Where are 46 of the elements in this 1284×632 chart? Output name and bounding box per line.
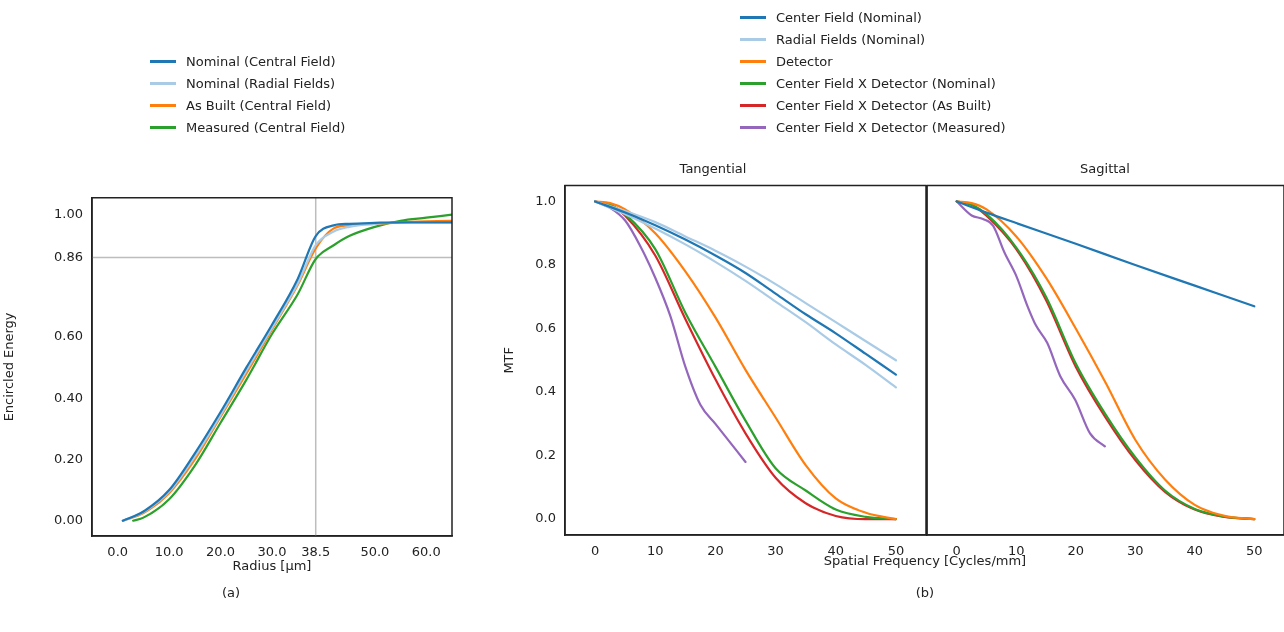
x-tick-label: 20 <box>707 543 724 559</box>
y-tick-label: 0.86 <box>54 248 83 264</box>
text: (a) <box>221 585 241 600</box>
legend-label: Nominal (Radial Fields) <box>186 75 336 91</box>
y-tick-label: 0.0 <box>535 510 556 526</box>
legend-label: Measured (Central Field) <box>186 119 346 135</box>
legend-label: Center Field X Detector (Nominal) <box>776 75 996 91</box>
legend-label: Center Field (Nominal) <box>776 9 922 25</box>
chart-title: Tangential <box>678 161 747 177</box>
legend-label: Nominal (Central Field) <box>186 53 336 69</box>
chart-title: Sagittal <box>1080 161 1130 177</box>
x-tick-label: 38.5 <box>301 544 331 560</box>
y-tick-label: 0.00 <box>54 512 83 528</box>
x-tick-label: 10.0 <box>154 544 184 560</box>
x-axis-title: Radius [µm] <box>232 557 312 573</box>
x-tick-label: 50.0 <box>360 544 390 560</box>
legend-label: Radial Fields (Nominal) <box>776 31 926 47</box>
x-tick-label: 0 <box>590 543 600 559</box>
y-tick-label: 0.4 <box>535 383 556 399</box>
y-axis-title: MTF <box>501 346 517 374</box>
y-tick-label: 0.20 <box>54 450 83 466</box>
y-tick-label: 1.0 <box>535 192 556 208</box>
x-tick-label: 10 <box>646 543 664 559</box>
x-tick-label: 30 <box>1126 543 1144 559</box>
x-tick-label: 20 <box>1067 543 1085 559</box>
line-series <box>593 200 898 521</box>
legend-label: Center Field X Detector (As Built) <box>776 97 992 113</box>
x-tick-label: 20.0 <box>206 544 236 560</box>
x-tick-label: 0.0 <box>107 544 129 560</box>
y-tick-label: 0.60 <box>54 328 83 344</box>
y-tick-label: 0.6 <box>535 319 556 335</box>
legend-label: Detector <box>776 53 833 69</box>
y-tick-label: 0.2 <box>535 446 556 462</box>
y-axis-title: Encircled Energy <box>1 312 17 422</box>
legend-label: Center Field X Detector (Measured) <box>776 119 1006 135</box>
y-tick-label: 0.40 <box>54 389 83 405</box>
x-tick-label: 50 <box>887 543 905 559</box>
x-tick-label: 50 <box>1245 543 1263 559</box>
y-tick-label: 1.00 <box>54 206 83 222</box>
x-tick-label: 30.0 <box>257 544 287 560</box>
text: (b) <box>915 585 935 600</box>
x-tick-label: 30 <box>767 543 784 559</box>
legend-label: As Built (Central Field) <box>186 97 332 113</box>
x-tick-label: 60.0 <box>411 544 441 560</box>
y-tick-label: 0.8 <box>535 256 556 272</box>
x-tick-label: 40 <box>1186 543 1204 559</box>
